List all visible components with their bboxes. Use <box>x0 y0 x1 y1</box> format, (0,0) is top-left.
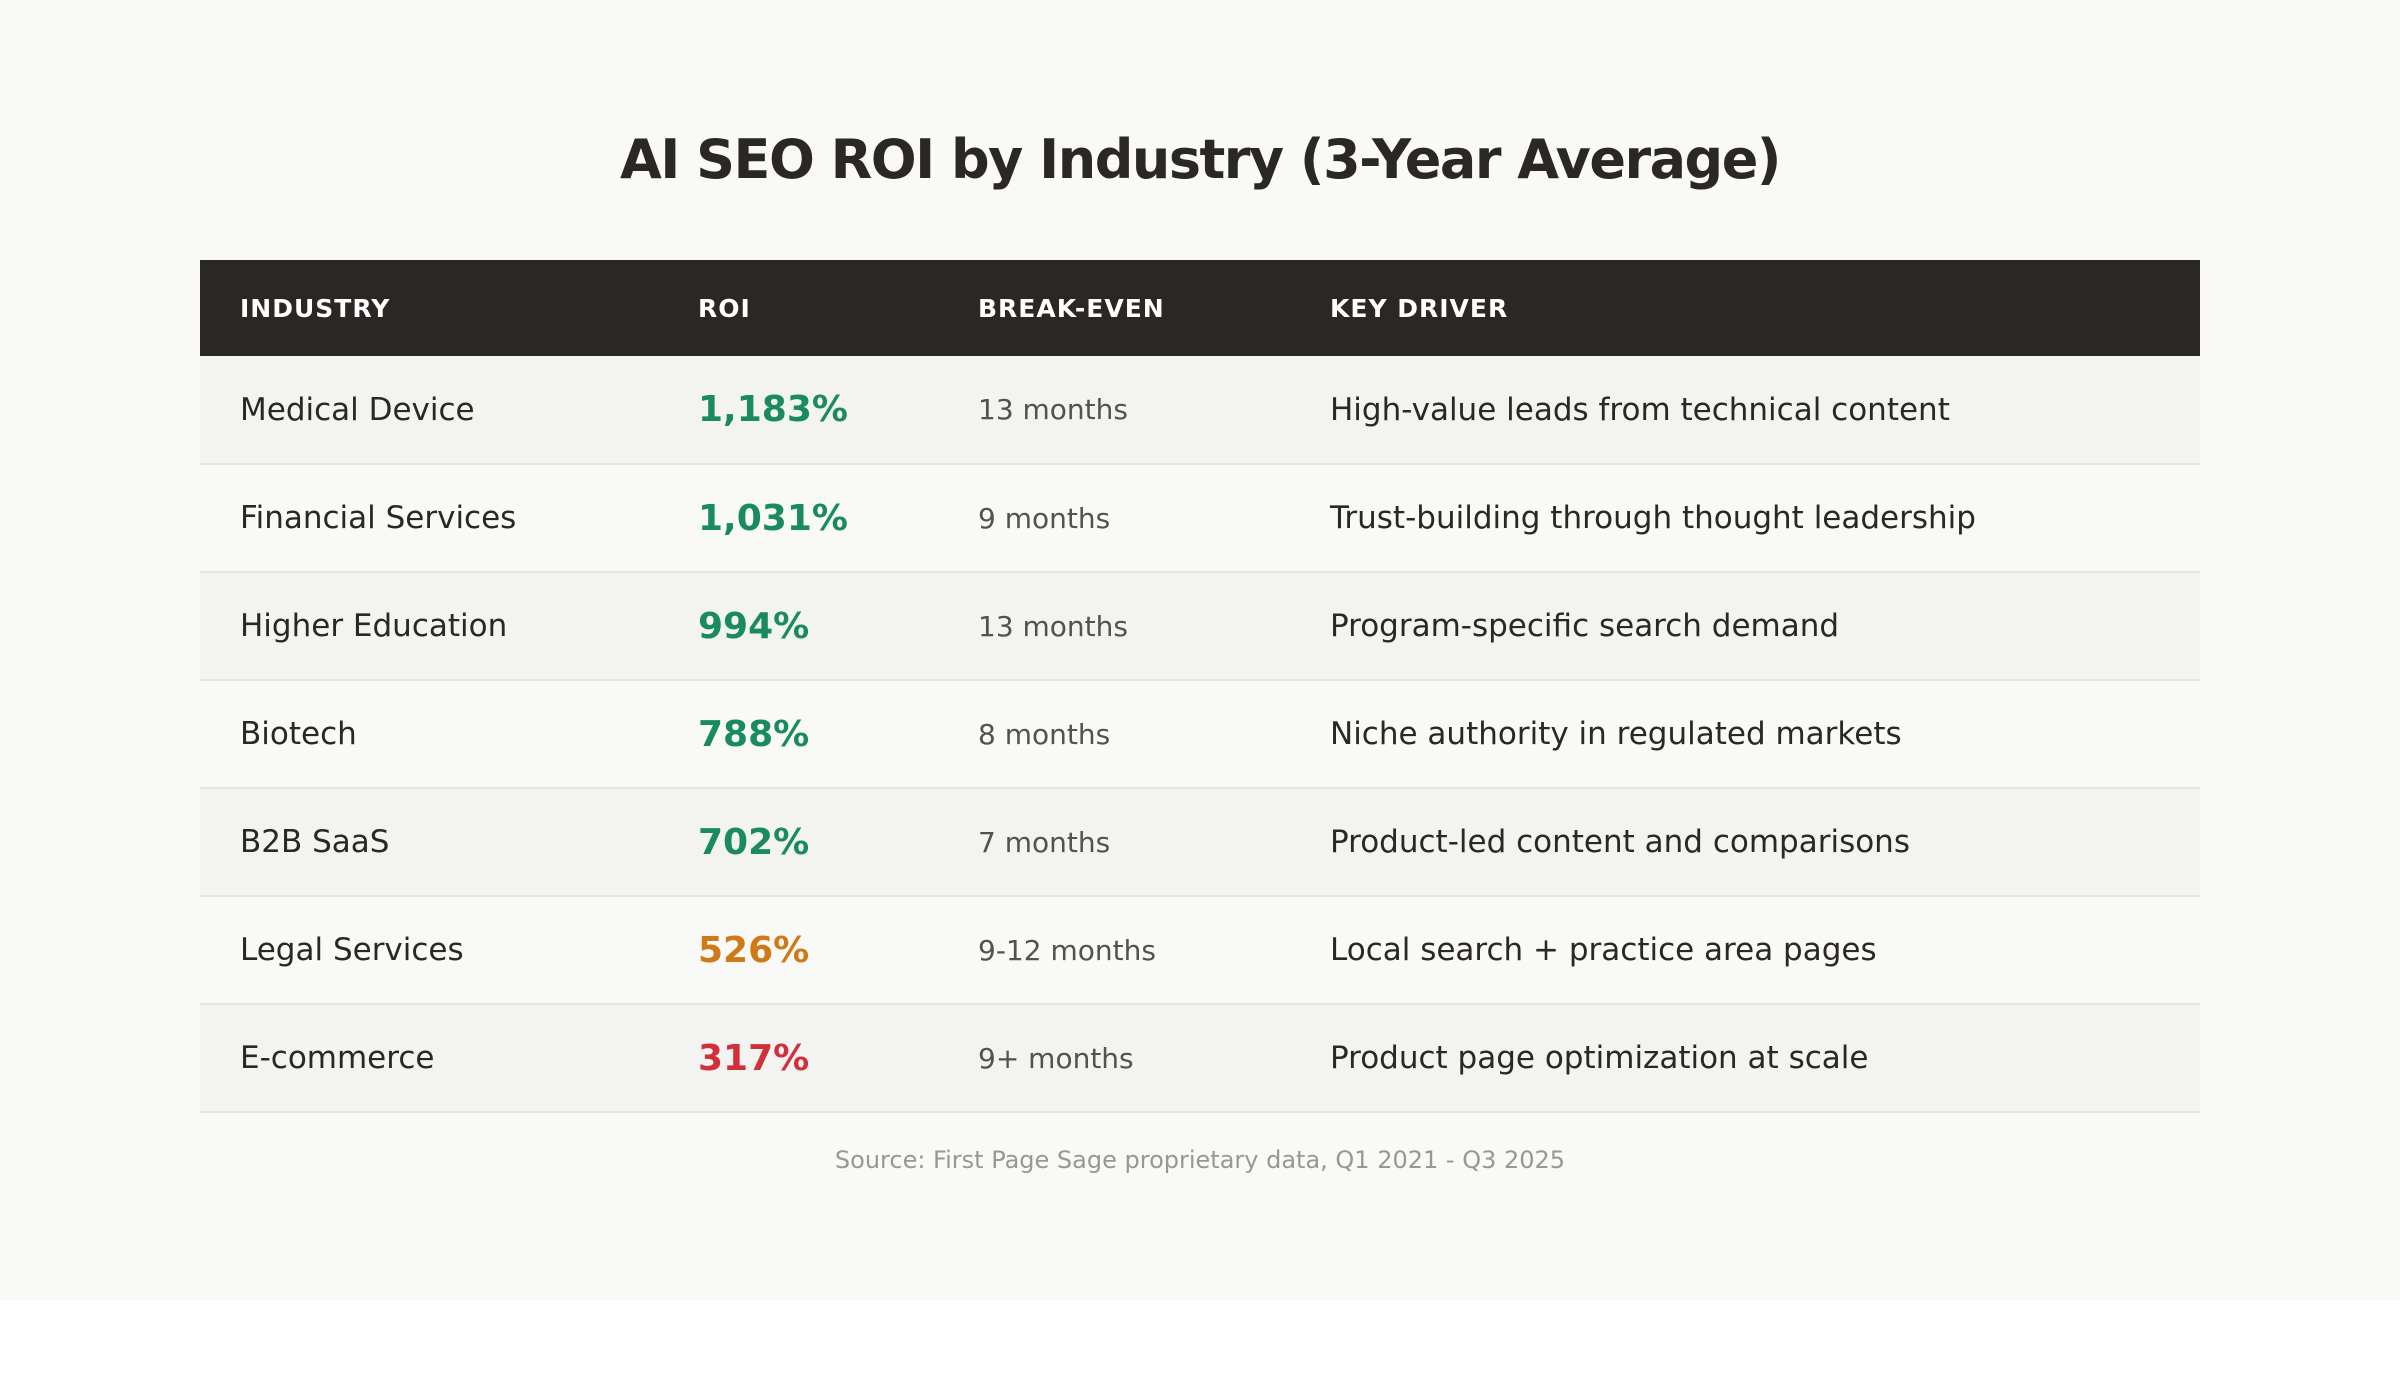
key-driver-cell: Local search + practice area pages <box>1330 932 1877 968</box>
roi-table-container: INDUSTRY ROI BREAK-EVEN KEY DRIVER Medic… <box>200 260 2200 1113</box>
key-driver-cell: High-value leads from technical content <box>1330 391 1950 428</box>
roi-cell: 994% <box>698 605 810 647</box>
break-even-cell: 8 months <box>978 717 1111 751</box>
source-note: Source: First Page Sage proprietary data… <box>834 1146 1566 1174</box>
table-row: B2B SaaS 702% 7 months Product-led content … <box>200 788 2200 896</box>
key-driver-cell: Product-led content and comparisons <box>1330 824 1910 860</box>
column-header-roi: ROI <box>698 293 751 323</box>
break-even-cell: 9-12 months <box>978 933 1156 967</box>
industry-cell: Higher Education <box>240 608 508 644</box>
column-header-industry: INDUSTRY <box>240 293 391 323</box>
industry-cell: Medical Device <box>240 391 475 428</box>
industry-cell: B2B SaaS <box>240 824 390 860</box>
break-even-cell: 9+ months <box>978 1041 1134 1075</box>
industry-cell: E-commerce <box>240 1040 435 1076</box>
chart-panel: AI SEO ROI by Industry (3-Year Average) … <box>200 128 2200 1174</box>
roi-cell: 1,031% <box>698 497 848 539</box>
table-header-row: INDUSTRY ROI BREAK-EVEN KEY DRIVER <box>200 260 2200 356</box>
industry-cell: Legal Services <box>240 932 464 968</box>
key-driver-cell: Product page optimization at scale <box>1330 1040 1869 1076</box>
roi-cell: 788% <box>698 713 810 755</box>
column-header-break-even: BREAK-EVEN <box>978 293 1165 323</box>
break-even-cell: 9 months <box>978 501 1111 535</box>
key-driver-cell: Trust-building through thought leadershi… <box>1330 500 1976 536</box>
column-header-key-driver: KEY DRIVER <box>1330 293 1509 323</box>
table-body: Medical Device 1,183% 13 months High-value … <box>200 356 2200 1112</box>
roi-cell: 1,183% <box>698 389 848 430</box>
table-row: Biotech 788% 8 months Niche authority in re… <box>200 680 2200 788</box>
roi-cell: 526% <box>698 929 810 971</box>
table-header: INDUSTRY ROI BREAK-EVEN KEY DRIVER <box>200 260 2200 356</box>
industry-cell: Financial Services <box>240 500 517 536</box>
table-row: E-commerce 317% 9+ months Product page opti… <box>200 1004 2200 1112</box>
key-driver-cell: Niche authority in regulated markets <box>1330 716 1902 752</box>
chart-title: AI SEO ROI by Industry (3-Year Average) <box>619 128 1782 191</box>
industry-cell: Biotech <box>240 716 357 752</box>
key-driver-cell: Program-specific search demand <box>1330 608 1840 644</box>
roi-table: INDUSTRY ROI BREAK-EVEN KEY DRIVER Medic… <box>200 260 2200 1113</box>
table-row: Higher Education 994% 13 months Program-spe… <box>200 572 2200 680</box>
roi-cell: 317% <box>698 1037 810 1079</box>
roi-cell: 702% <box>698 821 810 863</box>
table-row: Financial Services 1,031% 9 months Trust-bu… <box>200 464 2200 572</box>
table-row: Medical Device 1,183% 13 months High-value … <box>200 356 2200 464</box>
break-even-cell: 13 months <box>978 609 1128 643</box>
break-even-cell: 13 months <box>978 393 1128 426</box>
table-row: Legal Services 526% 9-12 months Local searc… <box>200 896 2200 1004</box>
break-even-cell: 7 months <box>978 825 1111 859</box>
